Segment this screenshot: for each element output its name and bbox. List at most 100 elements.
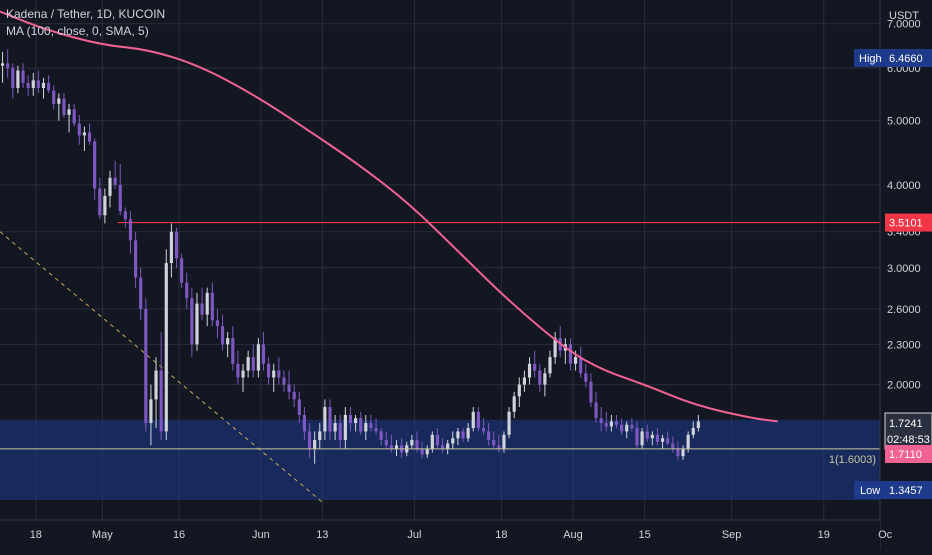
high-value: 6.4660 [889,53,923,65]
candle-body [52,90,56,104]
candle-body [410,440,414,446]
candle-body [594,402,598,419]
candle-body [589,381,593,403]
candle-body [568,344,573,364]
y-tick-label: 2.6000 [887,304,921,316]
indicator-label[interactable]: MA (100, close, 0, SMA, 5) [6,24,149,38]
candle-body [0,63,5,66]
candle-body [374,428,378,432]
candle-body [660,438,665,442]
candle-body [139,277,143,310]
candle-body [98,188,102,216]
candle-body [348,414,353,424]
candle-body [6,63,10,69]
candle-body [103,195,107,216]
candle-body [220,326,225,345]
y-tick-label: 3.0000 [887,263,921,275]
candle-body [16,70,20,88]
x-tick-label: 19 [818,529,830,541]
x-tick-label: 16 [173,529,185,541]
candle-body [435,434,440,446]
candle-body [502,434,506,449]
candle-body [645,431,649,439]
y-tick-label: 7.0000 [887,19,921,31]
candle-body [543,373,547,385]
low-tag [854,481,886,499]
candle-body [533,363,537,371]
candle-body [72,109,76,124]
last-price-value: 1.7241 [889,418,923,430]
candle-body [159,370,163,432]
highlight-zone [0,419,880,500]
candle-body [527,363,532,378]
candle-body [282,377,286,385]
candle-body [231,338,235,364]
candle-body [655,434,660,442]
y-tick-label: 2.0000 [887,380,921,392]
candle-body [604,423,608,427]
candle-body [87,132,92,142]
candle-body [328,407,332,432]
candle-body [415,440,419,449]
y-tick-label: 4.0000 [887,180,921,192]
candle-body [113,177,117,185]
candle-body [481,428,486,432]
countdown-value: 02:48:53 [887,434,930,446]
candle-body [579,357,583,374]
candle-body [169,231,173,264]
candle-body [256,344,260,371]
y-axis-panel [880,0,932,550]
candle-body [123,211,127,220]
axis-badges: High 6.4660 3.5101 1.7241 02:48:53 1.7110 Low 1… [854,49,932,499]
y-axis: USDT7.00006.00005.00004.00003.40003.0000… [879,0,932,550]
x-tick-label: Sep [722,529,742,541]
candle-body [666,438,670,444]
high-tag [854,49,886,67]
candle-body [21,70,25,83]
candle-body [77,123,81,136]
candle-body [318,431,322,441]
candle-body [353,418,358,424]
candle-body [691,428,695,435]
candle-body [180,258,184,283]
candle-body [497,445,501,449]
candle-body [47,82,51,91]
price-marker-badge [885,445,932,463]
x-tick-label: 13 [316,529,328,541]
candle-body [676,448,680,457]
candle-body [236,363,240,378]
candle-body [553,338,557,358]
y-axis-unit: USDT [889,10,919,22]
low-badge [885,481,932,499]
candle-body [154,370,158,400]
candle-body [26,82,30,88]
price-lines: 1(1.6003) [0,448,880,466]
candle-body [343,414,347,441]
candle-body [476,411,480,429]
candle-body [635,428,639,446]
x-tick-label: Oc [878,529,893,541]
candle-body [379,431,383,441]
candle-body [369,423,373,429]
candle-body [471,411,475,429]
candle-body [446,443,450,449]
candle-body [420,448,424,455]
candle-body [338,423,342,441]
chart-title[interactable]: Kadena / Tether, 1D, KUCOIN [6,7,166,21]
candle-body [272,370,276,378]
candle-body [394,445,399,449]
candle-body [614,421,619,425]
candle-body [277,370,281,378]
candle-body [323,407,327,432]
x-axis-panel [0,520,880,550]
candle-body [640,431,644,446]
candle-body [681,448,685,457]
x-axis: 18 May 16 Jun 13 Jul 18 Aug 15 Sep 19 Oc [0,519,893,550]
candle-body [62,98,66,115]
candle-body [389,445,393,449]
x-tick-label: Jun [252,529,270,541]
candle-body [11,68,15,88]
candle-body [440,445,445,449]
